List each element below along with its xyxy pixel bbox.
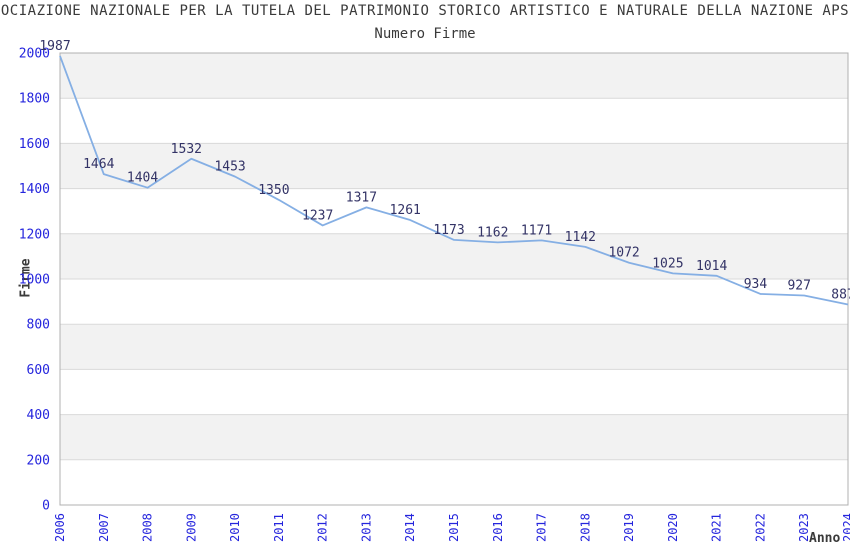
point-label: 1171	[521, 223, 552, 238]
x-tick-label: 2023	[797, 513, 811, 542]
y-tick-label: 600	[27, 363, 50, 378]
point-label: 1532	[171, 142, 202, 157]
point-label: 1173	[433, 223, 464, 238]
data-line	[59, 55, 849, 306]
point-label: 1261	[390, 203, 421, 218]
plot-border	[59, 52, 849, 506]
point-label: 1404	[127, 171, 158, 186]
point-label: 1350	[258, 183, 289, 198]
point-label: 1317	[346, 190, 377, 205]
point-label: 1987	[39, 39, 70, 54]
point-label: 1162	[477, 225, 508, 240]
plot-band	[60, 143, 848, 189]
y-tick-label: 800	[27, 318, 50, 333]
point-label: 1072	[608, 246, 639, 261]
plot-band	[60, 233, 848, 279]
x-tick-label: 2011	[272, 513, 286, 542]
point-label: 887	[831, 288, 850, 303]
y-tick-label: 1200	[19, 227, 50, 242]
y-tick-label: 1000	[19, 273, 50, 288]
x-tick-label: 2009	[184, 513, 198, 542]
x-tick-label: 2010	[228, 513, 242, 542]
x-tick-label: 2016	[491, 513, 505, 542]
x-tick-label: 2008	[141, 513, 155, 542]
point-label: 1025	[652, 256, 683, 271]
y-tick-label: 1600	[19, 137, 50, 152]
x-tick-label: 2021	[710, 513, 724, 542]
x-tick-label: 2018	[578, 513, 592, 542]
x-tick-label: 2013	[359, 513, 373, 542]
x-tick-label: 2017	[535, 513, 549, 542]
plot-band	[60, 324, 848, 370]
point-label: 934	[744, 277, 768, 292]
x-tick-label: 2024	[841, 513, 850, 542]
chart-subtitle: Numero Firme	[374, 26, 476, 42]
y-tick-label: 200	[27, 453, 50, 468]
x-tick-label: 2020	[666, 513, 680, 542]
plot-band	[60, 53, 848, 99]
x-tick-label: 2014	[403, 513, 417, 542]
y-tick-label: 1400	[19, 182, 50, 197]
y-tick-label: 400	[27, 408, 50, 423]
x-axis-label: Anno	[809, 531, 841, 546]
x-tick-label: 2019	[622, 513, 636, 542]
plot-band	[60, 414, 848, 460]
x-tick-label: 2015	[447, 513, 461, 542]
point-label: 1142	[565, 230, 596, 245]
x-tick-label: 2007	[97, 513, 111, 542]
y-tick-label: 0	[42, 499, 50, 514]
y-tick-label: 1800	[19, 92, 50, 107]
chart-title: OCIAZIONE NAZIONALE PER LA TUTELA DEL PA…	[0, 3, 850, 19]
x-tick-label: 2012	[316, 513, 330, 542]
point-label: 1453	[214, 160, 245, 175]
point-label: 927	[787, 278, 810, 293]
x-tick-label: 2022	[753, 513, 767, 542]
point-label: 1237	[302, 208, 333, 223]
point-label: 1014	[696, 259, 727, 274]
y-tick-label: 2000	[19, 47, 50, 62]
point-label: 1464	[83, 157, 114, 172]
x-tick-label: 2006	[53, 513, 67, 542]
